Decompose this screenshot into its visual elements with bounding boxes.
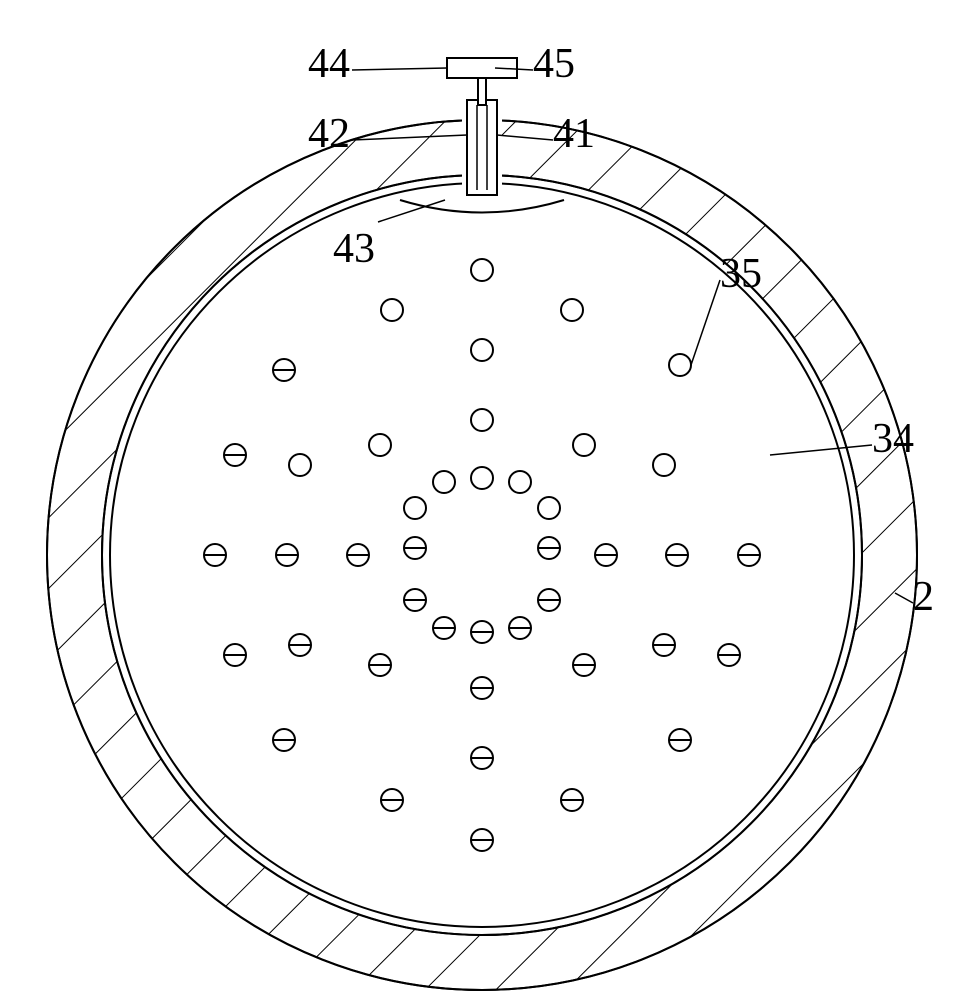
hatched-hole — [404, 537, 426, 559]
open-hole — [561, 299, 583, 321]
hatched-hole — [561, 789, 583, 811]
callout-label-41: 41 — [553, 110, 595, 158]
callout-label-35: 35 — [720, 250, 762, 298]
hatched-hole — [669, 729, 691, 751]
leader-line-44 — [352, 68, 447, 70]
hatched-hole — [289, 634, 311, 656]
open-hole — [433, 471, 455, 493]
hatched-hole — [471, 747, 493, 769]
open-hole — [653, 454, 675, 476]
hatched-hole — [738, 544, 760, 566]
callout-label-34: 34 — [872, 415, 914, 463]
open-hole — [669, 354, 691, 376]
hatched-hole — [653, 634, 675, 656]
open-hole — [404, 497, 426, 519]
open-hole — [369, 434, 391, 456]
hatched-hole — [471, 829, 493, 851]
hatched-hole — [204, 544, 226, 566]
open-hole — [381, 299, 403, 321]
callout-label-45: 45 — [533, 40, 575, 88]
hatched-hole — [224, 444, 246, 466]
hatched-hole — [369, 654, 391, 676]
hatched-hole — [666, 544, 688, 566]
open-hole — [289, 454, 311, 476]
open-hole — [471, 409, 493, 431]
hatched-hole — [471, 621, 493, 643]
open-hole — [538, 497, 560, 519]
open-hole — [471, 339, 493, 361]
hatched-hole — [595, 544, 617, 566]
callout-label-42: 42 — [308, 110, 350, 158]
hatched-hole — [509, 617, 531, 639]
hatched-hole — [718, 644, 740, 666]
hatched-hole — [404, 589, 426, 611]
callout-label-43: 43 — [333, 225, 375, 273]
open-hole — [573, 434, 595, 456]
hatched-hole — [347, 544, 369, 566]
hatched-hole — [273, 729, 295, 751]
hatched-hole — [538, 537, 560, 559]
open-hole — [509, 471, 531, 493]
hatched-hole — [573, 654, 595, 676]
hatched-hole — [433, 617, 455, 639]
hatched-hole — [273, 359, 295, 381]
diagram-container: 44 45 42 41 43 35 34 2 — [0, 0, 964, 1000]
callout-label-44: 44 — [308, 40, 350, 88]
callout-label-2: 2 — [913, 573, 934, 621]
hatched-hole — [381, 789, 403, 811]
hatched-hole — [471, 677, 493, 699]
hatched-hole — [224, 644, 246, 666]
open-hole — [471, 467, 493, 489]
engineering-diagram — [0, 0, 964, 1000]
open-hole — [471, 259, 493, 281]
hatched-hole — [538, 589, 560, 611]
hatched-hole — [276, 544, 298, 566]
